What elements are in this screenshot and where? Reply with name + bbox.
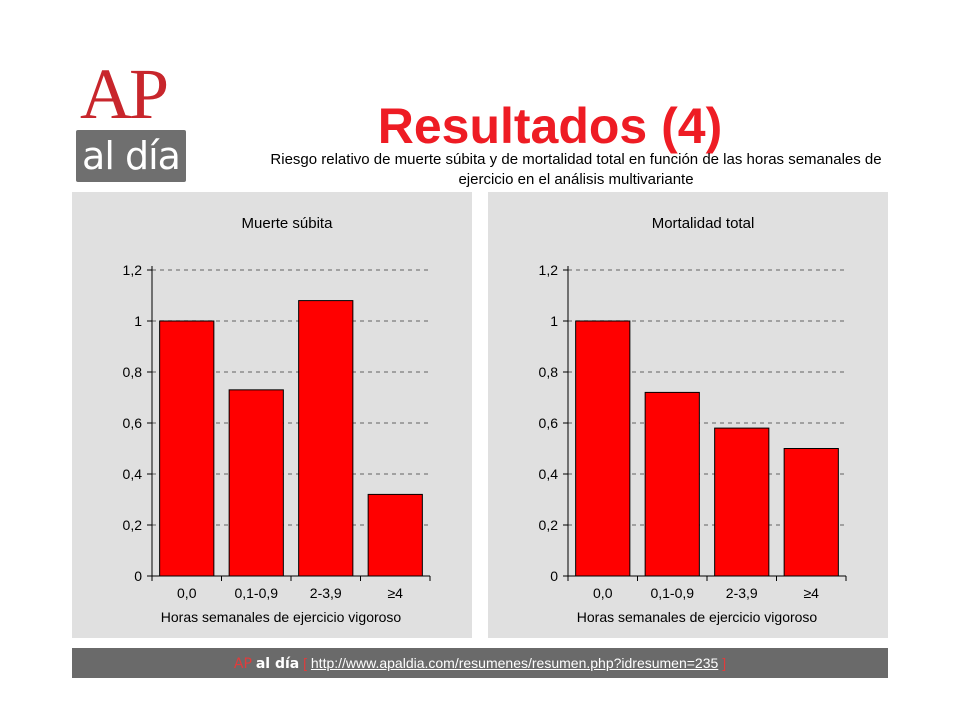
y-tick-label: 0,2 xyxy=(539,517,559,533)
x-tick-label: 0,1-0,9 xyxy=(650,585,694,601)
chart-title: Mortalidad total xyxy=(652,215,755,232)
page-subtitle: Riesgo relativo de muerte súbita y de mo… xyxy=(270,151,882,188)
bar xyxy=(783,448,839,577)
footer-bracket-open: [ xyxy=(303,655,307,671)
footer-brand-ap: AP xyxy=(233,656,252,672)
y-tick-label: 1 xyxy=(550,313,558,329)
chart-muerte-subita: Muerte súbita 0 0,2 0,4 0,6 0,8 1 1,2 0,0 0,1-0,9… xyxy=(123,215,431,625)
x-tick-label: ≥4 xyxy=(804,585,820,601)
apaldia-logo: AP al día xyxy=(76,58,188,182)
logo-aldia-box: al día xyxy=(76,130,186,182)
bar xyxy=(159,320,215,577)
chart-panel-muerte-subita: Muerte súbita 0 0,2 0,4 0,6 0,8 1 1,2 0,0 0,1-0,9… xyxy=(72,192,472,638)
x-tick-label: 0,1-0,9 xyxy=(234,585,278,601)
y-tick-label: 1,2 xyxy=(539,262,559,278)
page-title: Resultados (4) xyxy=(377,98,723,154)
bar xyxy=(367,493,423,577)
x-tick-label: 0,0 xyxy=(593,585,613,601)
logo-ap-text: AP xyxy=(80,54,169,134)
footer-brand-aldia: al día xyxy=(255,656,300,672)
y-tick-label: 0 xyxy=(134,568,142,584)
bar xyxy=(644,391,700,577)
y-tick-label: 0 xyxy=(550,568,558,584)
x-tick-label: 2-3,9 xyxy=(310,585,342,601)
y-tick-label: 0,8 xyxy=(539,364,559,380)
y-tick-label: 0,4 xyxy=(539,466,559,482)
y-tick-label: 0,8 xyxy=(123,364,143,380)
chart-panel-mortalidad-total: Mortalidad total 0 0,2 0,4 0,6 0,8 1 1,2 0,0 0,1-… xyxy=(488,192,888,638)
footer-link[interactable]: http://www.apaldia.com/resumenes/resumen… xyxy=(310,655,719,671)
bar xyxy=(228,389,284,577)
y-tick-label: 0,2 xyxy=(123,517,143,533)
x-tick-label: 0,0 xyxy=(177,585,197,601)
logo-aldia-text: al día xyxy=(82,134,181,178)
bar xyxy=(298,300,354,577)
bar xyxy=(714,427,770,577)
y-tick-label: 0,6 xyxy=(539,415,559,431)
x-tick-label: ≥4 xyxy=(388,585,404,601)
y-tick-label: 0,6 xyxy=(123,415,143,431)
x-tick-label: 2-3,9 xyxy=(726,585,758,601)
bar xyxy=(575,320,631,577)
footer-bracket-close: ] xyxy=(722,655,727,671)
y-tick-label: 1,2 xyxy=(123,262,143,278)
chart-mortalidad-total: Mortalidad total 0 0,2 0,4 0,6 0,8 1 1,2 0,0 0,1-… xyxy=(539,215,847,625)
y-tick-label: 0,4 xyxy=(123,466,143,482)
x-axis-label: Horas semanales de ejercicio vigoroso xyxy=(161,609,402,625)
y-tick-label: 1 xyxy=(134,313,142,329)
footer-bar: AP al día [ http://www.apaldia.com/resum… xyxy=(72,648,888,678)
chart-title: Muerte súbita xyxy=(242,215,334,232)
x-axis-label: Horas semanales de ejercicio vigoroso xyxy=(577,609,818,625)
